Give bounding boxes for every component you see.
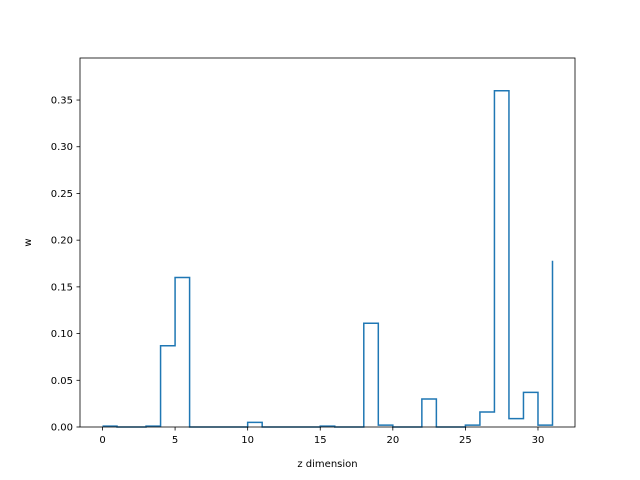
axes-frame xyxy=(79,57,576,428)
y-tick-label: 0.05 xyxy=(51,376,73,387)
y-tick-label: 0.15 xyxy=(51,282,73,293)
x-tick-label: 10 xyxy=(241,435,254,446)
x-tick-label: 20 xyxy=(386,435,399,446)
series-line xyxy=(102,89,554,428)
y-axis-ticks: 0.00 0.05 0.10 0.15 0.20 0.25 0.30 0.35 xyxy=(51,96,80,434)
y-tick-label: 0.10 xyxy=(51,329,73,340)
x-tick-label: 15 xyxy=(314,435,327,446)
y-axis-label: w xyxy=(23,238,34,246)
y-tick-label: 0.00 xyxy=(51,423,73,434)
x-tick-label: 30 xyxy=(532,435,545,446)
y-tick-label: 0.30 xyxy=(51,142,73,153)
plot-area xyxy=(79,57,576,428)
x-tick-label: 25 xyxy=(459,435,472,446)
y-tick-label: 0.25 xyxy=(51,189,73,200)
x-axis-ticks: 0 5 10 15 20 25 30 xyxy=(99,427,544,446)
x-tick-label: 5 xyxy=(172,435,178,446)
x-axis-label: z dimension xyxy=(297,459,357,470)
y-tick-label: 0.35 xyxy=(51,96,73,107)
x-tick-label: 0 xyxy=(99,435,105,446)
y-tick-label: 0.20 xyxy=(51,236,73,247)
